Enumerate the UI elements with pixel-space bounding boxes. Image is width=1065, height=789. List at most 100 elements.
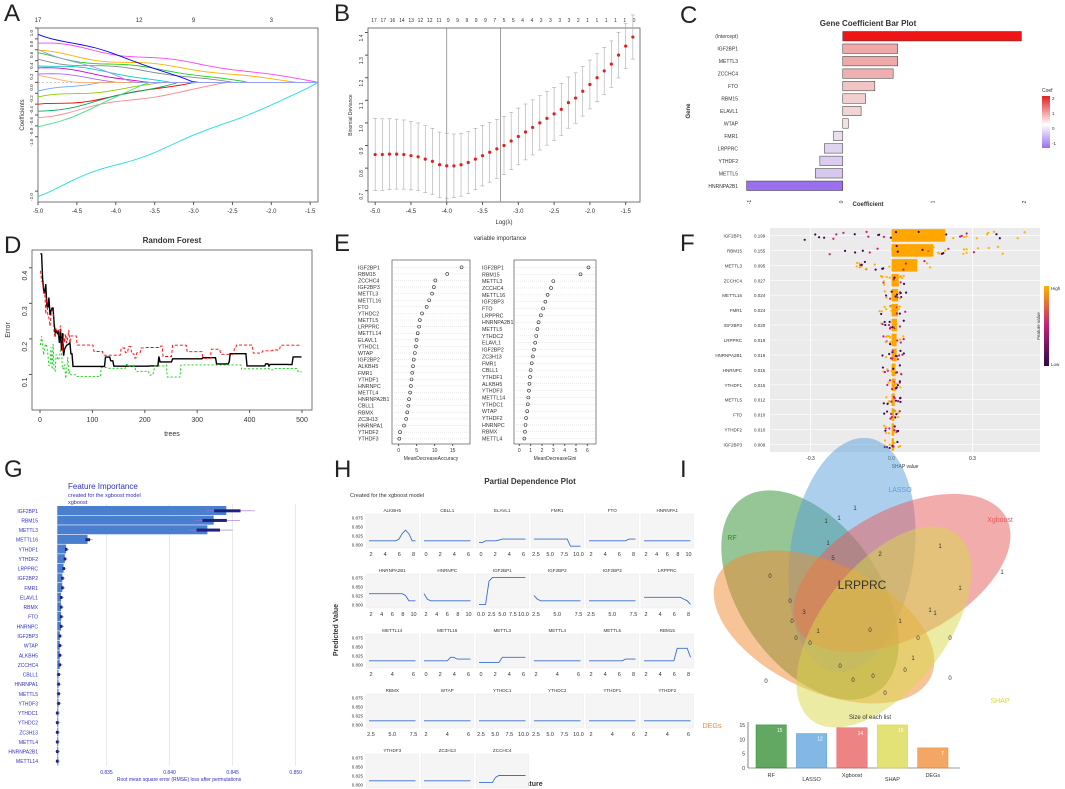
panel-b-ytick-label: 1.1 <box>359 102 365 109</box>
panel-h-xtick-label: 4 <box>508 552 511 558</box>
panel-e-point-gini <box>523 429 527 434</box>
panel-f-shap-dot <box>855 265 858 268</box>
panel-f-shap-dot <box>910 252 913 255</box>
panel-label-i: I <box>680 456 687 483</box>
panel-f-shap-dot <box>878 310 881 313</box>
panel-g-box <box>56 740 59 744</box>
panel-f-feature-label: IGF2BP1 <box>723 233 742 238</box>
panel-label-d: D <box>4 232 22 259</box>
panel-f-shap-dot <box>886 368 889 371</box>
panel-e-point-accuracy <box>409 377 414 382</box>
panel-h-pdp-line <box>534 538 581 547</box>
panel-d-ytick-label: 0.4 <box>22 271 29 281</box>
panel-e-label-accuracy: IGF2BP2 <box>358 358 380 364</box>
panel-f-shap-dot <box>823 236 826 239</box>
panel-f-shap-dot <box>962 235 966 239</box>
panel-d-xtick-label: 300 <box>191 417 203 424</box>
panel-f-shap-dot <box>883 439 887 442</box>
panel-b-top-tick: 12 <box>418 18 424 24</box>
panel-e-label-accuracy: WTAP <box>358 351 373 357</box>
panel-h-xtick-label: 5.0 <box>608 612 616 618</box>
panel-e-point-gini <box>534 334 539 338</box>
panel-h-xtick-label: 2 <box>644 612 647 618</box>
panel-b-point <box>373 152 377 157</box>
panel-h-facet-bg <box>365 693 419 729</box>
venn-count: 1 <box>826 541 830 547</box>
panel-b-xtick-label: -4.0 <box>442 209 453 215</box>
panel-b-point <box>552 112 556 116</box>
panel-h-xtick-label: 8 <box>401 612 404 618</box>
panel-b-point <box>473 157 477 161</box>
panel-f-shap-dot <box>890 290 893 293</box>
panel-e-xtick-label-accuracy: 5 <box>415 448 418 454</box>
panel-f-shap-dot <box>928 266 932 269</box>
panel-g-bar <box>57 506 227 516</box>
panel-d-ytick-label: 0.1 <box>22 377 29 387</box>
panel-b-point <box>509 139 513 143</box>
panel-e-point-accuracy <box>415 331 420 336</box>
panel-d-xtick-label: 200 <box>139 417 151 424</box>
venn-set-shap <box>796 526 972 728</box>
panel-f-shap-dot <box>945 233 948 236</box>
panel-f-shap-dot <box>884 431 888 435</box>
panel-g-category-label: ELAVL1 <box>20 595 38 601</box>
panel-f-shap-dot <box>891 350 894 353</box>
panel-f-shap-dot <box>888 320 891 323</box>
panel-e-xtick-label-accuracy: 15 <box>450 448 456 454</box>
panel-i-bar-label: DEGs <box>925 773 940 779</box>
panel-f-shap-dot <box>962 248 966 251</box>
venn-count: 0 <box>764 679 768 685</box>
panel-c-bar <box>842 118 849 129</box>
panel-f-shap-dot <box>998 237 1001 240</box>
panel-h-xtick-label: 8 <box>412 552 415 558</box>
panel-e-frame-accuracy <box>391 259 471 445</box>
panel-h-xtick-label: 2 <box>589 732 592 738</box>
panel-c-category-label: FMR1 <box>724 134 738 140</box>
panel-a-top-tick: 17 <box>35 18 42 24</box>
panel-f-shap-dot <box>894 354 897 358</box>
panel-e-label-gini: IGF2BP2 <box>482 348 504 354</box>
panel-h-pdp-line <box>423 593 471 602</box>
panel-b-xtick-label: -2.0 <box>585 209 596 215</box>
panel-i-bar <box>796 733 828 769</box>
panel-h-facet-title: YTHDF3 <box>383 748 401 753</box>
panel-f-shap-dot <box>889 336 892 339</box>
panel-f-shap-dot <box>885 308 888 311</box>
panel-h-xtick-label: 8 <box>632 672 635 678</box>
panel-b-top-tick: 5 <box>503 18 506 24</box>
panel-f-shap-dot <box>835 233 838 236</box>
panel-h-facet-title: IGF2BP2 <box>548 568 567 573</box>
panel-b-point <box>459 163 463 167</box>
venn-set-label: SHAP <box>990 698 1009 705</box>
panel-h-xtick-label: 2 <box>369 612 372 618</box>
panel-g-category-label: ALKBH5 <box>19 653 38 659</box>
venn-set-label: Xgboost <box>987 517 1013 524</box>
panel-e-point-accuracy <box>397 436 402 441</box>
panel-f-shap-dot <box>895 412 898 416</box>
panel-g-subtitle: created for the xgboost model <box>68 493 141 499</box>
panel-b-point <box>495 147 499 151</box>
panel-f-shap-dot <box>892 278 895 281</box>
panel-b-top-tick: 3 <box>568 18 571 24</box>
panel-f-shap-dot <box>884 426 888 429</box>
panel-d-ytick-label: 0.3 <box>22 306 29 316</box>
panel-h-ytick-label: 0.875 <box>352 516 364 521</box>
panel-a-path-rbm15 <box>37 49 318 83</box>
panel-f-shap-dot <box>926 262 929 265</box>
venn-count: 1 <box>1000 570 1004 576</box>
panel-h-xtick-label: 4 <box>380 612 383 618</box>
panel-b-ytick-label: 0.8 <box>359 170 365 177</box>
panel-f-shap-dot <box>889 305 892 308</box>
panel-f-shap-dot <box>889 326 892 329</box>
panel-d-xlabel: trees <box>164 431 180 438</box>
panel-f-shap-dot <box>1016 237 1019 240</box>
panel-c-category-label: RBM15 <box>721 97 738 103</box>
panel-f-shap-dot <box>880 312 883 316</box>
panel-h-xtick-label: 6 <box>522 552 525 558</box>
panel-b-top-tick: 4 <box>521 18 524 24</box>
panel-f-mean-label: 0.019 <box>754 338 766 343</box>
panel-h-ytick-label: 0.850 <box>352 705 364 710</box>
panel-a-ytick-label: 0.4 <box>29 62 34 69</box>
panel-f-shap-dot <box>1023 231 1026 234</box>
panel-h-facet-bg <box>365 633 419 669</box>
